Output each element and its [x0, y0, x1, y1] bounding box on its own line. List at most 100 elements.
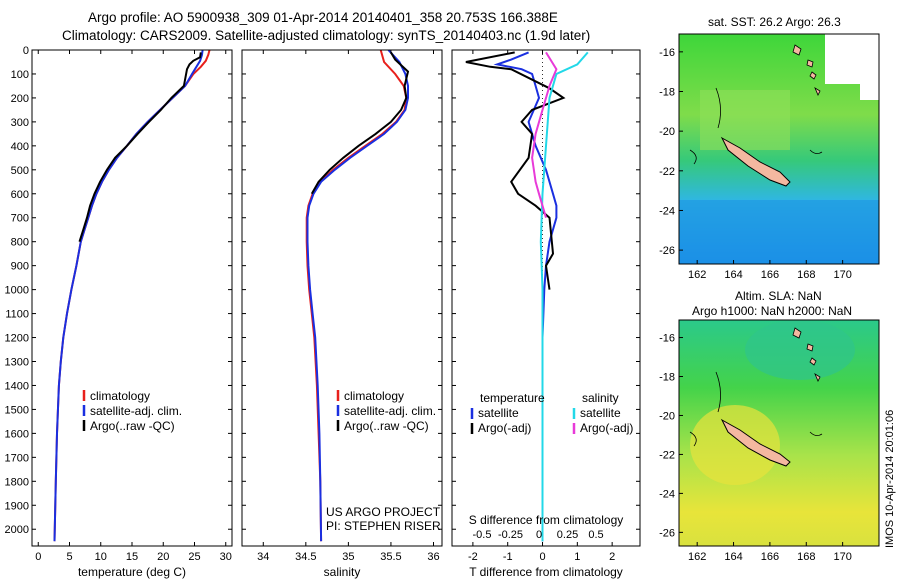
map-ytick-label: -24: [659, 205, 675, 217]
xtick-label: 0: [35, 551, 41, 563]
series-salinity-satellite: [539, 51, 589, 542]
ytick-label: 500: [11, 165, 29, 177]
ytick-label: 1700: [5, 452, 29, 464]
map-ytick-label: -20: [659, 410, 675, 422]
map-ytick-label: -20: [659, 126, 675, 138]
map-xtick-label: 170: [833, 269, 851, 281]
salinity-frame: [241, 49, 443, 547]
sla-yellow-blob: [690, 405, 780, 485]
legend-label: Argo(..raw -QC): [90, 419, 175, 433]
map-xtick-label: 168: [797, 269, 815, 281]
map-xtick-label: 166: [761, 551, 779, 563]
map-ytick-label: -22: [659, 449, 675, 461]
legend-label: Argo(-adj): [580, 421, 633, 435]
map-xtick-label: 162: [688, 269, 706, 281]
title-line-1: Argo profile: AO 5900938_309 01-Apr-2014…: [88, 10, 558, 25]
legend-label: climatology: [90, 389, 150, 403]
legend-label: climatology: [344, 389, 404, 403]
ytick-label: 1800: [5, 476, 29, 488]
ytick-label: 800: [11, 237, 29, 249]
xaxis-label: temperature (deg C): [78, 565, 186, 579]
map-xtick-label: 170: [833, 551, 851, 563]
reef-contour: [689, 87, 823, 165]
series-argo-raw-qc-: [310, 51, 410, 195]
sla-map-frame: [678, 319, 880, 547]
map-xtick-label: 166: [761, 269, 779, 281]
ytick-label: 1500: [5, 404, 29, 416]
title-line-2: Climatology: CARS2009. Satellite-adjuste…: [62, 28, 590, 43]
xtick-label: 10: [95, 551, 107, 563]
ytick-label: 1000: [5, 285, 29, 297]
ytick-label: 1200: [5, 333, 29, 345]
map-ytick-label: -24: [659, 488, 675, 500]
series-satellite-adj-clim-: [53, 49, 204, 542]
xtick-label: 25: [188, 551, 200, 563]
xtick-label: 35: [342, 551, 354, 563]
xtick-label: 20: [157, 551, 169, 563]
ytick-label: 100: [11, 69, 29, 81]
new-caledonia-island-sla: [720, 418, 791, 467]
series-climatology: [305, 49, 408, 542]
map-ytick-label: -16: [659, 333, 675, 345]
map-ytick-label: -22: [659, 166, 675, 178]
vanuatu-islands-sla: [792, 327, 821, 382]
legend-title-salinity: salinity: [582, 391, 619, 405]
legend-title-temperature: temperature: [480, 391, 545, 405]
series-satellite-adj-clim-: [306, 49, 409, 542]
map-xtick-label: 164: [724, 551, 742, 563]
xtick-label: 2: [609, 551, 615, 563]
project-annotation: PI: STEPHEN RISER: [326, 519, 441, 533]
sst-map-ticks: 162 164 166 168 170 -16 -18 -20 -22 -24 -26: [659, 47, 852, 281]
new-caledonia-island: [720, 136, 791, 187]
sst-cool-band: [679, 200, 879, 264]
ytick-label: 1400: [5, 380, 29, 392]
profile-panels: 0100200300400500600700800900100011001200…: [5, 45, 641, 579]
map-ytick-label: -16: [659, 47, 675, 59]
map-xtick-label: 164: [724, 269, 742, 281]
xaxis-label-salinity-diff: S difference from climatology: [469, 513, 624, 527]
legend-label: satellite: [478, 406, 519, 420]
xtick-label: 30: [220, 551, 232, 563]
legend-label: Argo(..raw -QC): [344, 419, 429, 433]
salinity-diff-tick-label: 0.25: [557, 529, 578, 541]
ytick-label: 600: [11, 189, 29, 201]
temperature-frame: [31, 49, 233, 547]
series-argo-raw-qc-: [78, 52, 202, 243]
sst-cloud-mask-2: [860, 70, 879, 100]
map-ytick-label: -18: [659, 87, 675, 99]
legend-label: satellite-adj. clim.: [90, 404, 182, 418]
ytick-label: 0: [23, 45, 29, 57]
map-ytick-label: -26: [659, 527, 675, 539]
xtick-label: 0: [539, 551, 545, 563]
map-xtick-label: 162: [688, 551, 706, 563]
legend-label: satellite-adj. clim.: [344, 404, 436, 418]
salinity-diff-tick-label: 0.5: [588, 529, 603, 541]
difference-frame: [451, 49, 641, 547]
salinity-diff-tick-label: -0.25: [498, 529, 523, 541]
sst-map-title: sat. SST: 26.2 Argo: 26.3: [708, 15, 841, 29]
ytick-label: 1100: [5, 309, 29, 321]
series-salinity-argo-adj-: [531, 51, 558, 218]
sst-map: sat. SST: 26.2 Argo: 26.3 162 164 166 168 17…: [659, 15, 880, 281]
ytick-label: 900: [11, 261, 29, 273]
salinity-diff-tick-label: 0: [536, 529, 542, 541]
legend-label: Argo(-adj): [478, 421, 531, 435]
xaxis-label: T difference from climatology: [469, 565, 623, 579]
xaxis-label: salinity: [324, 565, 361, 579]
reef-contour-sla: [689, 371, 823, 447]
temperature-panel: 0100200300400500600700800900100011001200…: [5, 45, 233, 579]
salinity-panel: 34 34.5 35 35.5 36 salinity climatologysatelli…: [241, 49, 443, 579]
ytick-label: 1300: [5, 356, 29, 368]
series-temperature-satellite: [493, 51, 558, 542]
map-ytick-label: -18: [659, 372, 675, 384]
legend-label: satellite: [580, 406, 621, 420]
series-temperature-argo-adj-: [465, 51, 566, 290]
xtick-label: 34: [257, 551, 269, 563]
xtick-label: 35.5: [380, 551, 401, 563]
sla-map-ticks: 162 164 166 168 170 -16 -18 -20 -22 -24 -26: [659, 333, 852, 563]
xtick-label: -2: [468, 551, 478, 563]
ytick-label: 1600: [5, 428, 29, 440]
sla-green-blob: [745, 320, 855, 380]
project-annotation: US ARGO PROJECT: [326, 505, 441, 519]
